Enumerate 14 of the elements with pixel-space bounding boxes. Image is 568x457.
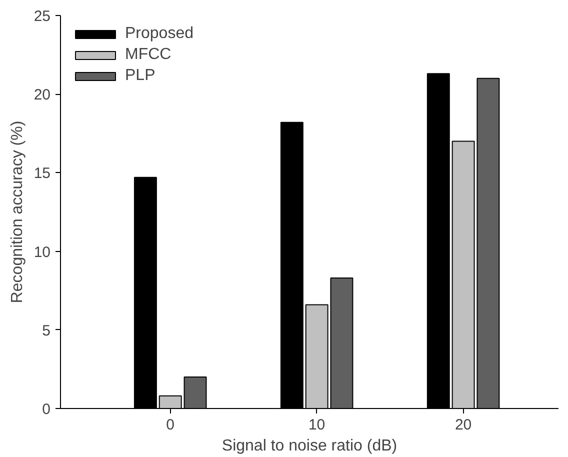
legend-label: Proposed — [125, 25, 194, 43]
x-tick-label: 20 — [454, 416, 472, 434]
y-tick-label: 10 — [34, 244, 51, 261]
legend-label: MFCC — [125, 46, 172, 64]
y-tick-label: 0 — [42, 401, 50, 418]
x-tick-label: 0 — [166, 416, 175, 434]
x-tick-label: 10 — [308, 416, 326, 434]
legend-label: PLP — [125, 67, 156, 85]
y-tick-label: 15 — [34, 165, 51, 182]
y-tick-label: 25 — [34, 8, 51, 25]
y-tick-label: 20 — [34, 86, 51, 104]
y-axis-title: Recognition accuracy (%) — [8, 120, 26, 304]
y-tick-label: 5 — [42, 322, 50, 340]
x-axis-title: Signal to noise ratio (dB) — [222, 438, 398, 454]
